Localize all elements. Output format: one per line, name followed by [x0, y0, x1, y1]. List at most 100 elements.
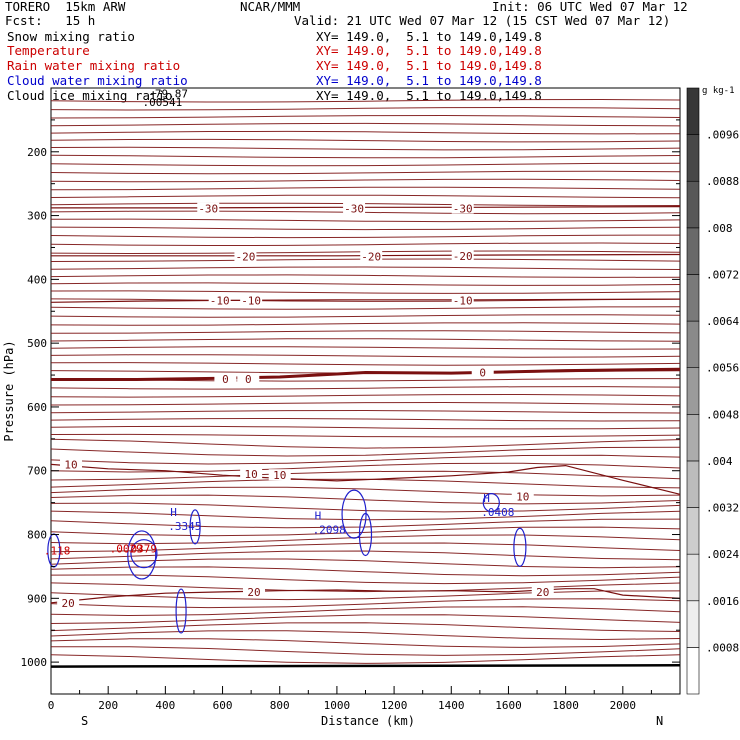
- field-label-rain: Rain water mixing ratio: [7, 58, 181, 73]
- isotherm-label: 0: [222, 373, 229, 386]
- isotherm-line: [50, 314, 681, 318]
- label-mask: [240, 467, 263, 479]
- isotherm-line: [50, 433, 681, 438]
- isotherm-20: [50, 588, 681, 604]
- isotherm-line: [50, 306, 681, 310]
- isotherm-label: 20: [247, 586, 260, 599]
- isotherm-label: -20: [361, 250, 381, 263]
- label-mask: [451, 249, 474, 261]
- isotherm-line: [50, 494, 681, 505]
- isotherm-line: [50, 178, 681, 183]
- isotherm-line: [50, 630, 681, 641]
- label-mask: [208, 294, 231, 306]
- y-tick-label: 700: [27, 465, 47, 478]
- y-tick-label: 500: [27, 337, 47, 350]
- isotherm-line: [50, 566, 681, 577]
- field-xy-cloud-water: XY= 149.0, 5.1 to 149.0,149.8: [316, 73, 542, 88]
- y-tick-label: 300: [27, 210, 47, 223]
- isotherm-line: [50, 202, 681, 207]
- isotherm-line: [50, 266, 681, 270]
- colorbar-box: [686, 274, 700, 322]
- isotherm-line: [50, 574, 681, 585]
- cloud-water-contour: [47, 533, 61, 568]
- isotherm-line: [50, 170, 681, 175]
- x-tick-label: 200: [98, 699, 118, 712]
- isotherm-line: [50, 138, 681, 143]
- isotherm-label: -20: [453, 250, 473, 263]
- cloud-max-marker: H: [483, 492, 490, 505]
- isotherm-line: [50, 462, 681, 473]
- rain-max-value: .118: [44, 544, 71, 557]
- ground-line: [50, 664, 681, 668]
- isotherm-line: [50, 114, 681, 119]
- cloud-max-value: .2098: [313, 523, 346, 536]
- isotherm-line: [50, 330, 681, 334]
- isotherm-line: [50, 234, 681, 239]
- cloud-max-value: .0408: [481, 506, 514, 519]
- colorbar-level: .008: [706, 222, 733, 235]
- isotherm-line: [50, 386, 681, 390]
- isotherm-label: -10: [210, 294, 230, 307]
- label-mask: [531, 585, 554, 597]
- isotherm-line: [50, 290, 681, 294]
- isotherm-line: [50, 518, 681, 529]
- isotherm-label: 10: [245, 468, 258, 481]
- isotherm-line: [50, 401, 681, 406]
- field-label-cloud-ice: Cloud ice mixing ratio: [7, 88, 173, 103]
- x-tick-label: 2000: [610, 699, 637, 712]
- isotherm--20: [51, 253, 681, 257]
- isotherm-line: [50, 582, 681, 593]
- label-mask: [343, 202, 366, 214]
- isotherm-label: -20: [235, 250, 255, 263]
- colorbar-level: .0048: [706, 408, 739, 421]
- valid-label: Valid: 21 UTC Wed 07 Mar 12 (15 CST Wed …: [294, 13, 671, 28]
- init-label: Init: 06 UTC Wed 07 Mar 12: [492, 0, 688, 14]
- isotherm-line: [50, 622, 681, 632]
- cloud-water-contour: [127, 530, 157, 580]
- x-tick-label: 1800: [552, 699, 579, 712]
- label-mask: [197, 202, 220, 214]
- x-axis-title: Distance (km): [321, 714, 415, 728]
- north-label: N: [656, 714, 663, 728]
- cloud-water-contours: [47, 489, 527, 634]
- isotherm-line: [50, 354, 681, 358]
- y-tick-label: 900: [27, 592, 47, 605]
- label-mask: [471, 366, 494, 378]
- field-xy-rain: XY= 149.0, 5.1 to 149.0,149.8: [316, 58, 542, 73]
- org-label: NCAR/MMM: [240, 0, 301, 14]
- colorbar-level: .0032: [706, 502, 739, 515]
- plot-frame: [50, 87, 681, 695]
- rain-max-value: .0029: [110, 543, 143, 556]
- colorbar-box: [686, 367, 700, 415]
- label-mask: [511, 490, 534, 502]
- colorbar-unit: g kg-1: [702, 86, 735, 96]
- isotherm-label: 20: [62, 597, 75, 610]
- isotherm-line: [50, 454, 681, 465]
- colorbar-box: [686, 180, 700, 229]
- y-axis-title: Pressure (hPa): [2, 340, 16, 441]
- isotherm-line: [50, 122, 681, 127]
- colorbar-level: .0096: [706, 129, 739, 142]
- label-mask: [360, 250, 383, 262]
- colorbar-box: [686, 134, 700, 182]
- x-tick-label: 400: [155, 699, 175, 712]
- label-mask: [237, 372, 260, 384]
- label-mask: [240, 294, 263, 306]
- isotherm-line: [50, 417, 681, 422]
- colorbar-level: .004: [706, 455, 733, 468]
- label-mask: [234, 250, 257, 262]
- label-mask: [451, 202, 474, 214]
- isotherm-line: [50, 338, 681, 342]
- isotherm-line: [50, 106, 681, 111]
- contour-labels: -30 -30 -30 -20 -20 -20 -10 -10 -10 0 0 0 10 10 10 10 20…: [44, 88, 554, 610]
- colorbar-level: .0064: [706, 315, 739, 328]
- isotherm-label: 10: [516, 490, 529, 503]
- isotherm-line: [50, 478, 681, 489]
- isotherm-line: [50, 614, 681, 624]
- y-tick-label: 600: [27, 401, 47, 414]
- colorbar-level: .0072: [706, 268, 739, 281]
- cloud-water-contour: [130, 539, 158, 569]
- isotherm--10: [50, 298, 681, 303]
